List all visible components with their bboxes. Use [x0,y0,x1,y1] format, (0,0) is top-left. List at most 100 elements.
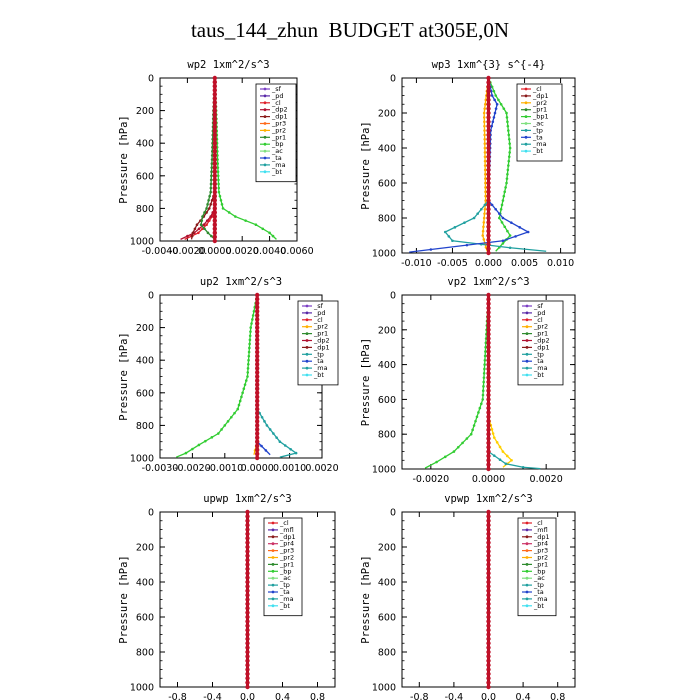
zero-profile-marker [486,163,491,168]
series-marker-ta [465,243,469,247]
series-marker-cl [201,227,204,231]
legend-marker [305,366,309,370]
legend-marker [305,325,309,329]
zero-profile-marker [486,84,491,89]
series-marker-bp1 [506,229,509,233]
zero-profile-marker [486,224,491,229]
series-marker-pr1 [206,231,210,235]
series-marker-dp2 [461,441,464,445]
zero-profile-marker [486,215,491,221]
legend-marker [525,352,529,356]
y-tick-label: 400 [378,578,396,589]
series-marker-pr2 [481,229,485,233]
zero-profile-marker [255,386,260,391]
series-marker-tp [275,436,278,439]
legend-entry: _ac [533,574,545,582]
x-tick-label: 0.0000 [241,463,274,474]
y-tick-label: 400 [136,139,154,150]
legend: _cl_dp1_pr2_pr1_bp1_ac_tp_ta_ma_bt [516,83,563,162]
series-marker-ta [518,226,522,229]
y-tick-label: 0 [390,291,396,302]
zero-profile-marker [486,193,491,199]
y-tick-label: 400 [136,578,154,589]
series-marker-bp [254,223,258,226]
series-marker-tp [447,235,451,238]
zero-profile-marker [255,431,260,436]
zero-profile-marker [486,584,491,589]
zero-profile-marker [486,145,491,151]
zero-profile-marker [486,292,491,298]
zero-profile-marker [486,432,491,437]
zero-profile-marker [212,145,217,150]
zero-profile-marker [212,169,217,174]
series-marker-dp1 [195,223,199,226]
series-marker-dp2 [205,219,209,222]
zero-profile-marker [212,218,217,223]
zero-profile-marker [255,329,260,334]
x-tick-label: -0.005 [437,258,468,269]
y-axis-label: Pressure [hPa] [360,555,372,644]
panel-title: wp3 1xm^{3} s^{-4} [432,59,546,71]
series-marker-bp [271,234,275,238]
series-marker-pr1 [203,211,206,214]
legend-marker [525,373,529,377]
legend-marker [525,311,529,315]
legend-marker [263,129,267,132]
series-marker-ta [494,107,498,110]
series-marker-bp1 [506,124,510,128]
series-marker-bp1 [499,102,503,106]
legend-marker [524,94,528,98]
legend-marker [524,115,528,118]
zero-profile-marker [486,592,491,598]
y-tick-label: 800 [136,204,154,215]
zero-profile-marker [245,514,250,519]
series-marker-dp1 [205,211,208,214]
zero-profile-marker [486,185,491,190]
zero-profile-marker [486,137,491,142]
zero-profile-marker [486,462,491,467]
series-marker-tp [479,207,483,211]
zero-profile-marker [245,684,250,690]
legend-entry: _ma [271,161,286,169]
legend-marker [525,556,529,559]
y-tick-label: 600 [378,179,396,190]
legend-marker [271,604,275,608]
series-marker-tp [483,203,487,207]
zero-profile-marker [486,132,491,138]
legend-entry: _ta [532,133,543,141]
series-marker-dp2 [186,234,189,238]
zero-profile-marker [486,579,491,585]
series-marker-bp1 [504,186,507,189]
zero-profile-marker [245,606,250,611]
legend-marker [263,122,267,125]
series-marker-bp1 [499,207,503,211]
series-marker-dp2 [246,371,250,374]
legend-entry: _sf [533,302,544,310]
legend-entry: _ma [279,595,294,603]
zero-profile-marker [245,623,250,628]
x-tick-label: 0.8 [550,692,565,700]
series-marker-cl [197,231,200,235]
zero-profile-marker [212,234,217,240]
y-axis-label: Pressure [hPa] [360,121,372,210]
zero-profile-marker [212,75,217,81]
legend-entry: _pr2 [533,554,548,562]
series-marker-dp2 [246,375,249,378]
x-tick-label: 0.8 [310,692,325,700]
series-marker-cl [208,219,211,222]
series-marker-dp2 [481,393,485,397]
zero-profile-marker [486,358,491,363]
zero-profile-marker [212,206,217,211]
zero-profile-marker [255,325,260,330]
zero-profile-marker [486,336,491,341]
chart-panel-2: wp3 1xm^{3} s^{-4} Pressure [hPa] 0 200 400 6… [360,59,576,269]
legend-marker [263,163,267,167]
legend-marker [525,590,529,594]
series-marker-pr1 [200,219,204,222]
series-marker-ta [495,102,499,106]
zero-profile-marker [255,439,260,444]
legend-entry: _bp [279,567,292,575]
series-line-tp [256,295,298,458]
legend-marker [263,94,267,98]
series-marker-pr1 [210,166,214,169]
